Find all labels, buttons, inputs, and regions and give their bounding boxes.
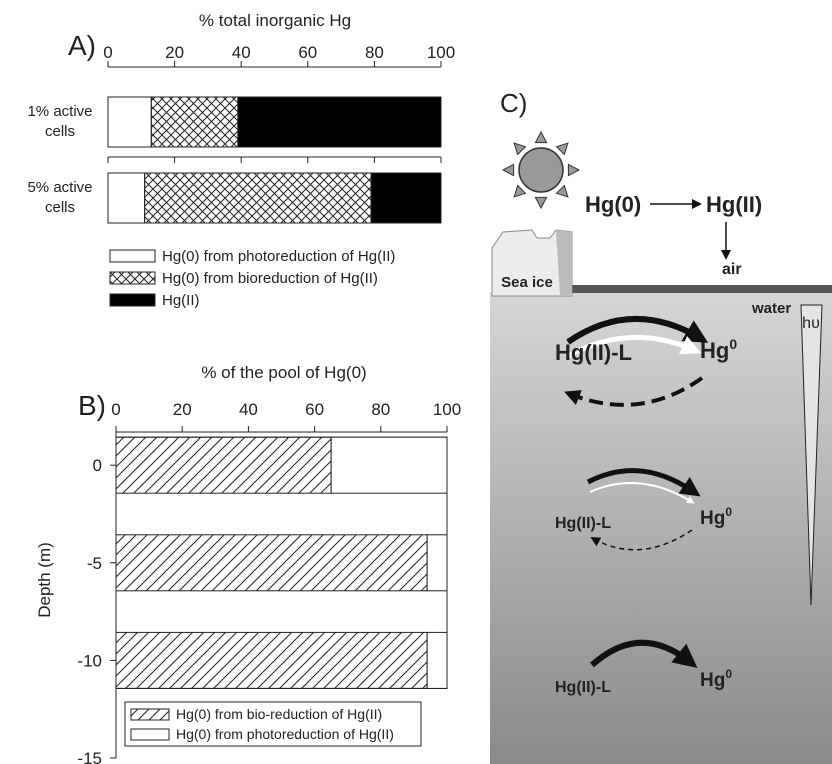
bar-segment xyxy=(145,173,371,223)
x-tick-label: 80 xyxy=(365,43,384,62)
sun-ray xyxy=(557,143,568,154)
legend-swatch xyxy=(110,250,155,262)
chart-title: % of the pool of Hg(0) xyxy=(201,363,366,382)
sun-ray xyxy=(514,186,525,197)
ligand: Hg(II)-L xyxy=(555,340,632,365)
bar-segment xyxy=(151,97,238,147)
y-tick-label: -10 xyxy=(77,651,102,670)
x-tick-label: 20 xyxy=(165,43,184,62)
bar-segment xyxy=(116,437,331,493)
legend-swatch xyxy=(110,294,155,306)
x-tick-label: 60 xyxy=(305,400,324,419)
hg0-base: Hg xyxy=(700,670,725,691)
legend-label: Hg(0) from photoreduction of Hg(II) xyxy=(176,726,394,742)
panel-c: Sea ice C) Hg(0) Hg(II) air water hυ Hg(… xyxy=(490,88,832,764)
sun-ray xyxy=(535,132,546,143)
bar-segment xyxy=(116,535,427,591)
x-tick-label: 40 xyxy=(232,43,251,62)
hg0-base: Hg xyxy=(700,508,725,529)
x-tick-label: 40 xyxy=(239,400,258,419)
water-label: water xyxy=(751,300,791,317)
y-tick-label: 5% active cells xyxy=(15,178,105,218)
sun-ray xyxy=(535,197,546,208)
legend-label: Hg(0) from bioreduction of Hg(II) xyxy=(162,270,378,287)
bar-segment xyxy=(108,173,145,223)
legend-swatch xyxy=(110,272,155,284)
bar-segment xyxy=(108,97,151,147)
sun-ray xyxy=(557,186,568,197)
hg0-sup: 0 xyxy=(725,505,732,519)
y-axis-label: Depth (m) xyxy=(35,542,54,618)
x-tick-label: 0 xyxy=(103,43,112,62)
panel-label: A) xyxy=(68,30,96,61)
x-tick-label: 80 xyxy=(371,400,390,419)
panel-label: B) xyxy=(78,390,106,421)
sun-disc xyxy=(519,148,563,192)
sun-ray xyxy=(514,143,525,154)
legend-label: Hg(0) from bio-reduction of Hg(II) xyxy=(176,706,382,722)
panel-label: C) xyxy=(500,88,527,118)
y-tick-label: 0 xyxy=(93,456,102,475)
x-tick-label: 60 xyxy=(298,43,317,62)
air-label: air xyxy=(722,261,742,278)
hg0-sup: 0 xyxy=(725,667,732,681)
water-surface xyxy=(565,285,832,293)
x-tick-label: 20 xyxy=(173,400,192,419)
category-label-box: 1% active cells xyxy=(15,102,105,144)
x-tick-label: 100 xyxy=(433,400,461,419)
sun-ray xyxy=(503,164,514,175)
ligand: Hg(II)-L xyxy=(555,515,611,532)
y-tick-label: -5 xyxy=(87,554,102,573)
sun-ray xyxy=(568,164,579,175)
bar-segment xyxy=(238,97,441,147)
chart-title: % total inorganic Hg xyxy=(199,11,351,30)
y-tick-label: 1% active cells xyxy=(15,102,105,142)
x-tick-label: 100 xyxy=(427,43,455,62)
bar-segment xyxy=(427,535,447,591)
legend-swatch xyxy=(131,729,169,740)
bar-segment xyxy=(371,173,441,223)
category-label-box: 5% active cells xyxy=(15,178,105,220)
hg0-sup: 0 xyxy=(729,336,737,352)
legend-label: Hg(II) xyxy=(162,292,200,309)
product: Hg(II) xyxy=(706,192,762,217)
sun xyxy=(503,132,579,208)
y-tick-label: -15 xyxy=(77,749,102,764)
bar-segment xyxy=(331,437,447,493)
legend-label: Hg(0) from photoreduction of Hg(II) xyxy=(162,248,395,265)
figure: Sea ice C) Hg(0) Hg(II) air water hυ Hg(… xyxy=(0,0,832,764)
hg0-base: Hg xyxy=(700,338,729,363)
legend-swatch xyxy=(131,709,169,720)
light-label: hυ xyxy=(802,315,820,332)
bar-segment xyxy=(427,632,447,688)
ligand: Hg(II)-L xyxy=(555,679,611,696)
water-body xyxy=(490,292,832,764)
reactant: Hg(0) xyxy=(585,192,641,217)
sea-ice-label: Sea ice xyxy=(501,274,553,291)
bar-segment xyxy=(116,632,427,688)
x-tick-label: 0 xyxy=(111,400,120,419)
